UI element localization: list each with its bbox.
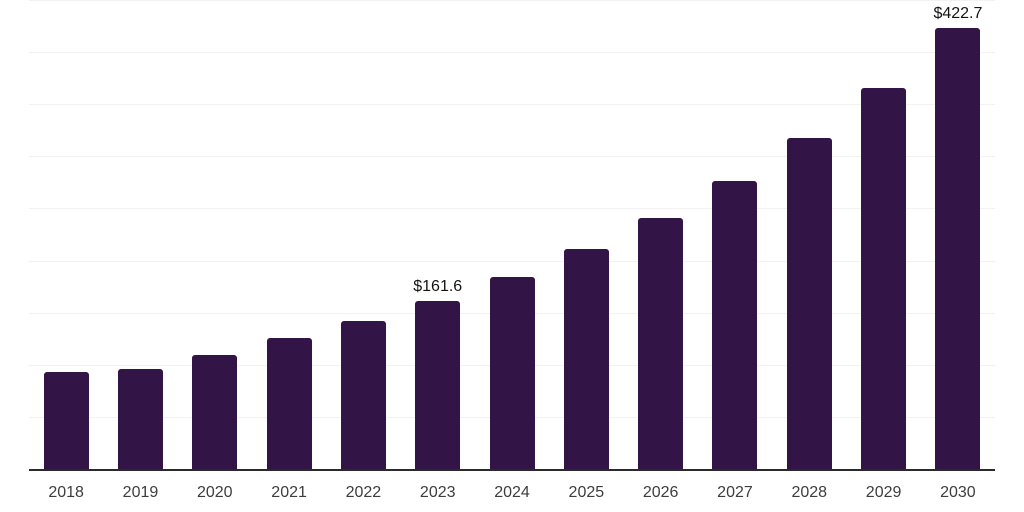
- x-tick-label-2026: 2026: [642, 484, 679, 501]
- gridline-200: [29, 260, 995, 262]
- bar-cell-2027: [698, 0, 772, 469]
- gridline-400: [29, 52, 995, 54]
- bar-2022: [340, 320, 386, 469]
- bar-cell-2029: [846, 0, 920, 469]
- bar-cell-2022: [326, 0, 400, 469]
- bar-2018: [43, 371, 89, 469]
- x-tick-label-2028: 2028: [791, 484, 828, 501]
- gridline-450: [29, 0, 995, 1]
- x-axis-labels: 2018 2019 2020 2021 2022 2023 2024 2025 2026 2027…: [29, 484, 995, 501]
- x-tick-label-2027: 2027: [717, 484, 753, 501]
- x-axis-line: [29, 469, 995, 471]
- bar-cell-2030: $422.7: [921, 0, 995, 469]
- bar-cell-2028: [772, 0, 846, 469]
- bar-cell-2025: [549, 0, 623, 469]
- x-tick-label-2023: 2023: [419, 484, 456, 501]
- plot-area: $161.6 $422.7: [29, 0, 995, 469]
- x-tick-label-2029: 2029: [865, 484, 902, 501]
- gridline-350: [29, 104, 995, 106]
- bar-2027: [712, 180, 758, 469]
- x-tick-label-2024: 2024: [494, 484, 530, 501]
- gridline-250: [29, 208, 995, 210]
- bar-2023: [415, 300, 461, 469]
- bar-2021: [266, 338, 312, 469]
- x-tick-label-2025: 2025: [568, 484, 605, 501]
- bar-2028: [786, 137, 832, 469]
- bar-cell-2023: $161.6: [401, 0, 475, 469]
- bars-layer: $161.6 $422.7: [29, 0, 995, 469]
- bar-cell-2024: [475, 0, 549, 469]
- bar-cell-2020: [178, 0, 252, 469]
- x-tick-label-2021: 2021: [271, 484, 307, 501]
- bar-2024: [489, 277, 535, 469]
- gridline-300: [29, 156, 995, 158]
- bar-2029: [861, 87, 907, 469]
- x-tick-label-2018: 2018: [48, 484, 84, 501]
- x-tick-label-2019: 2019: [122, 484, 159, 501]
- bar-cell-2019: [103, 0, 177, 469]
- bar-cell-2021: [252, 0, 326, 469]
- bar-2025: [563, 248, 609, 469]
- bar-2019: [117, 369, 163, 469]
- bar-2026: [638, 218, 684, 469]
- bar-cell-2018: [29, 0, 103, 469]
- bar-2030: [935, 28, 981, 469]
- bar-cell-2026: [624, 0, 698, 469]
- x-tick-label-2022: 2022: [345, 484, 382, 501]
- bar-value-label-2030: $422.7: [933, 5, 983, 23]
- bar-2020: [192, 354, 238, 469]
- x-tick-label-2020: 2020: [196, 484, 233, 501]
- bar-value-label-2023: $161.6: [413, 277, 463, 295]
- x-tick-label-2030: 2030: [940, 484, 976, 501]
